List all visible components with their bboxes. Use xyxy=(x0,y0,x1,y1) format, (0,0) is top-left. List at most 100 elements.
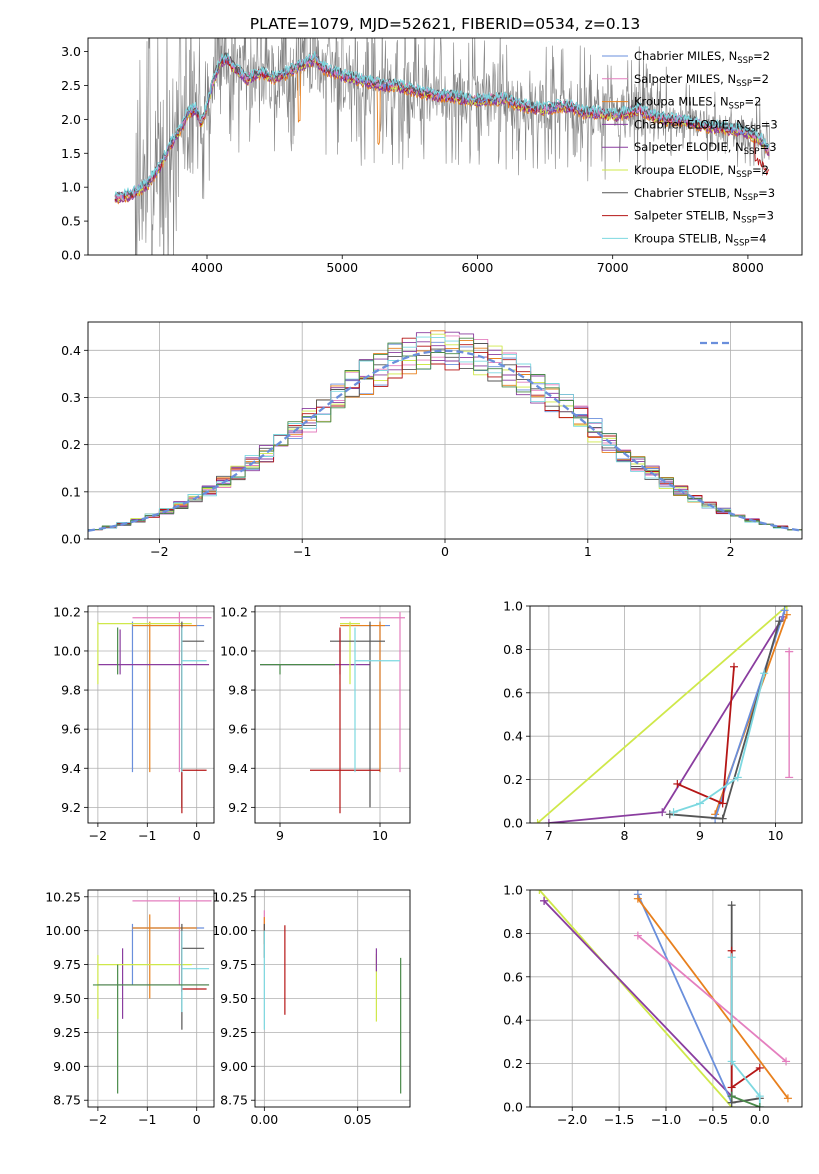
legend-entry: Kroupa MILES, NSSP=2 xyxy=(634,95,761,112)
y-tick-label: 9.6 xyxy=(228,722,248,737)
x-tick-label: −1 xyxy=(293,544,311,559)
legend-text: Chabrier MILES, N xyxy=(634,49,737,63)
y-tick-label: 9.8 xyxy=(61,683,81,698)
x-tick-label: 4000 xyxy=(191,260,223,275)
y-tick-label: 10.2 xyxy=(220,604,248,619)
axes-weight_vs_Z: −2.0 −1.5 −1.0 −0.5 0.0 0.0 0.2 0.4 0.6 0.8 1.0 xyxy=(503,883,803,1127)
legend-subscript: SSP xyxy=(734,238,750,248)
x-tick-label: −2 xyxy=(89,828,107,843)
legend-suffix: =2 xyxy=(753,49,770,63)
weight-line-kroupa-elodie xyxy=(537,606,788,823)
x-tick-label: −1 xyxy=(138,1112,156,1127)
legend-text: Salpeter ELODIE, N xyxy=(634,140,744,154)
y-tick-label: 0.8 xyxy=(503,926,523,941)
x-tick-label: 0.05 xyxy=(344,1112,372,1127)
x-tick-label: 0 xyxy=(193,1112,201,1127)
y-tick-label: 9.2 xyxy=(61,800,81,815)
x-tick-label: −1.0 xyxy=(651,1112,681,1127)
axes-frame xyxy=(529,605,803,824)
legend-entry: Salpeter ELODIE, NSSP=3 xyxy=(634,140,777,157)
y-tick-label: 0.4 xyxy=(503,729,523,744)
legend-entry: Chabrier STELIB, NSSP=3 xyxy=(634,186,775,203)
x-tick-label: 5000 xyxy=(326,260,358,275)
axes-mass_vs_Z: −2 −1 0 8.75 9.00 9.25 9.50 9.75 10.00 10.25 xyxy=(45,889,215,1127)
x-tick-label: −2.0 xyxy=(557,1112,587,1127)
x-tick-label: −2 xyxy=(150,544,168,559)
x-tick-label: 10 xyxy=(768,828,784,843)
x-tick-label: −1.5 xyxy=(604,1112,634,1127)
y-tick-label: 1.0 xyxy=(503,599,523,614)
y-tick-label: 0.4 xyxy=(503,1013,523,1028)
x-tick-label: −2 xyxy=(89,1112,107,1127)
model-spectrum-chabrier-miles xyxy=(114,54,770,200)
legend-text: Salpeter MILES, N xyxy=(634,72,736,86)
legend-entry: Salpeter MILES, NSSP=2 xyxy=(634,72,769,89)
axes-frame xyxy=(254,605,411,824)
weight-line-kroupa-stelib xyxy=(673,673,766,813)
legend-subscript: SSP xyxy=(741,216,757,226)
legend-subscript: SSP xyxy=(729,102,745,112)
legend-suffix: =2 xyxy=(752,163,769,177)
y-tick-label: 9.50 xyxy=(220,991,248,1006)
legend-entry: Kroupa STELIB, NSSP=4 xyxy=(634,231,766,248)
legend-suffix: =3 xyxy=(757,209,774,223)
x-tick-label: 0.00 xyxy=(250,1112,278,1127)
weight-line-chabrier-elodie xyxy=(543,900,733,1097)
legend-text: Kroupa STELIB, N xyxy=(634,231,734,245)
legend-text: Chabrier ELODIE, N xyxy=(634,117,745,131)
x-tick-label: 0 xyxy=(193,828,201,843)
x-tick-label: 0.0 xyxy=(750,1112,770,1127)
axes-age_vs_Z: −2 −1 0 9.2 9.4 9.6 9.8 10.0 10.2 xyxy=(53,604,215,843)
legend-text: Chabrier STELIB, N xyxy=(634,186,742,200)
y-tick-label: 0.6 xyxy=(503,685,523,700)
x-tick-label: 7000 xyxy=(597,260,629,275)
y-tick-label: 9.6 xyxy=(61,722,81,737)
legend-suffix: =3 xyxy=(760,140,777,154)
y-tick-label: 10.0 xyxy=(220,643,248,658)
y-tick-label: 0.3 xyxy=(61,390,81,405)
weight-line-kroupa-stelib xyxy=(730,957,761,1107)
y-tick-label: 0.0 xyxy=(61,248,81,263)
y-tick-label: 0.5 xyxy=(61,214,81,229)
legend-text: Kroupa ELODIE, N xyxy=(634,163,736,177)
weight-line-salpeter-miles xyxy=(637,934,787,1063)
x-tick-label: −1 xyxy=(138,828,156,843)
axes-residuals: −2 −1 0 1 2 0.0 0.1 0.2 0.3 0.4 xyxy=(61,321,803,559)
y-tick-label: 10.2 xyxy=(53,604,81,619)
axes-weight_vs_age: 7 8 9 10 0.0 0.2 0.4 0.6 0.8 1.0 xyxy=(503,599,803,843)
legend-suffix: =4 xyxy=(749,231,766,245)
y-tick-label: 0.2 xyxy=(61,437,81,452)
residual-histogram-salpeter-elodie xyxy=(88,331,802,531)
y-tick-label: 9.4 xyxy=(228,761,248,776)
legend-subscript: SSP xyxy=(744,147,760,157)
x-tick-label: 9 xyxy=(276,828,284,843)
y-tick-label: 9.4 xyxy=(61,761,81,776)
y-tick-label: 9.75 xyxy=(53,957,81,972)
legend-text: Salpeter STELIB, N xyxy=(634,209,741,223)
legend-subscript: SSP xyxy=(742,193,758,203)
legend-subscript: SSP xyxy=(736,79,752,89)
y-tick-label: 9.25 xyxy=(53,1025,81,1040)
figure-title: PLATE=1079, MJD=52621, FIBERID=0534, z=0… xyxy=(250,15,640,33)
y-tick-label: 1.5 xyxy=(61,146,81,161)
plot-area-age_vs_Z xyxy=(97,611,212,814)
x-tick-label: 0 xyxy=(441,544,449,559)
legend-entry: Chabrier ELODIE, NSSP=3 xyxy=(634,117,778,134)
y-tick-label: 1.0 xyxy=(503,883,523,898)
x-tick-label: 6000 xyxy=(462,260,494,275)
x-tick-label: 10 xyxy=(372,828,388,843)
y-tick-label: 0.6 xyxy=(503,969,523,984)
y-tick-label: 10.00 xyxy=(212,923,248,938)
y-tick-label: 0.0 xyxy=(503,816,523,831)
plot-area-residuals xyxy=(88,330,802,532)
y-tick-label: 9.00 xyxy=(220,1059,248,1074)
axes-spectrum: 4000 5000 6000 7000 8000 0.0 0.5 1.0 1.5 2.0 2.5 3.… xyxy=(61,37,803,275)
legend-entry: Chabrier MILES, NSSP=2 xyxy=(634,49,770,66)
x-tick-label: 8 xyxy=(620,828,628,843)
legend-text: Kroupa MILES, N xyxy=(634,95,729,109)
weight-line-kroupa-elodie xyxy=(538,890,733,1107)
y-tick-label: 10.00 xyxy=(45,923,81,938)
x-tick-label: 8000 xyxy=(732,260,764,275)
